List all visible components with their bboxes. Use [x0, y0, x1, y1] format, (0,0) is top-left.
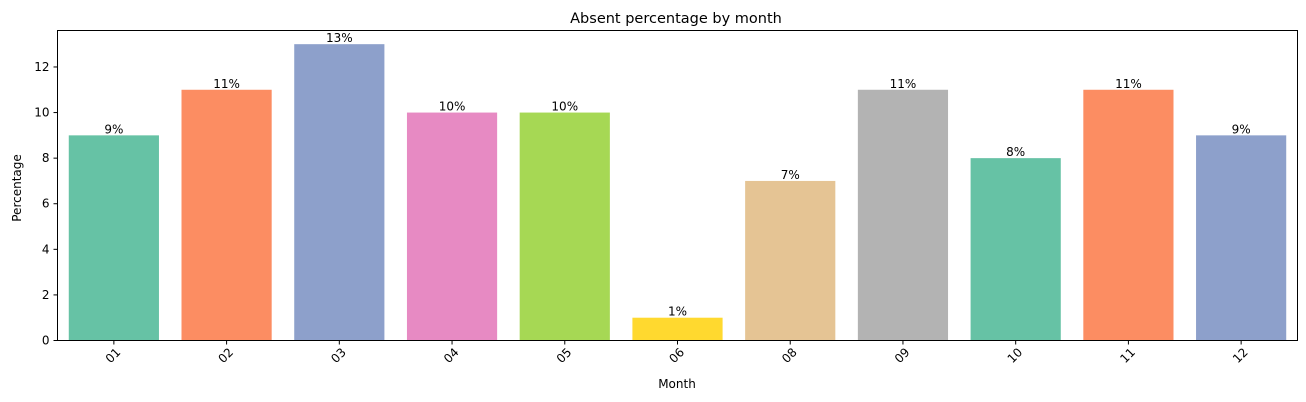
x-tick-label-06: 06	[666, 345, 687, 366]
data-label-02: 11%	[213, 77, 240, 91]
y-tick-label-2: 2	[42, 288, 50, 302]
data-label-08: 7%	[781, 168, 800, 182]
x-axis: 01 02 03 04 05 06 08 09 10 11 12	[103, 340, 1251, 366]
data-label-10: 8%	[1006, 145, 1025, 159]
y-tick-label-10: 10	[34, 106, 49, 120]
bars-group	[68, 44, 1287, 341]
bar-04	[406, 112, 498, 341]
bar-11	[1083, 89, 1174, 341]
x-tick-label-11: 11	[1117, 345, 1138, 366]
x-axis-label: Month	[658, 377, 696, 391]
data-label-06: 1%	[668, 305, 687, 319]
y-tick-label-8: 8	[42, 151, 50, 165]
x-tick-label-10: 10	[1005, 345, 1026, 366]
x-tick-label-03: 03	[328, 345, 349, 366]
x-tick-label-01: 01	[103, 345, 124, 366]
data-label-04: 10%	[439, 100, 466, 114]
data-label-05: 10%	[551, 100, 578, 114]
data-labels-group: 9% 11% 13% 10% 10% 1% 7% 11% 8% 11% 9%	[104, 31, 1250, 319]
y-tick-label-12: 12	[34, 60, 49, 74]
data-label-01: 9%	[104, 122, 123, 136]
y-tick-label-0: 0	[42, 334, 50, 348]
x-tick-label-02: 02	[215, 345, 236, 366]
bar-06	[632, 317, 723, 341]
bar-02	[181, 89, 272, 341]
y-tick-label-6: 6	[42, 197, 50, 211]
data-label-12: 9%	[1232, 122, 1251, 136]
x-tick-label-05: 05	[554, 345, 575, 366]
bar-03	[294, 44, 385, 341]
bar-10	[970, 158, 1061, 341]
data-label-09: 11%	[890, 77, 917, 91]
x-tick-label-09: 09	[892, 345, 913, 366]
data-label-03: 13%	[326, 31, 353, 45]
x-tick-label-12: 12	[1230, 345, 1251, 366]
chart-title: Absent percentage by month	[570, 11, 782, 27]
bar-09	[857, 89, 949, 341]
y-axis: 0 2 4 6 8 10 12	[34, 60, 58, 348]
data-label-11: 11%	[1115, 77, 1142, 91]
bar-08	[745, 180, 836, 341]
bar-05	[519, 112, 610, 341]
bar-12	[1196, 135, 1287, 341]
x-tick-label-04: 04	[441, 345, 462, 366]
bar-01	[68, 135, 159, 341]
y-axis-label: Percentage	[10, 154, 24, 222]
y-tick-label-4: 4	[42, 242, 50, 256]
x-tick-label-08: 08	[779, 345, 800, 366]
